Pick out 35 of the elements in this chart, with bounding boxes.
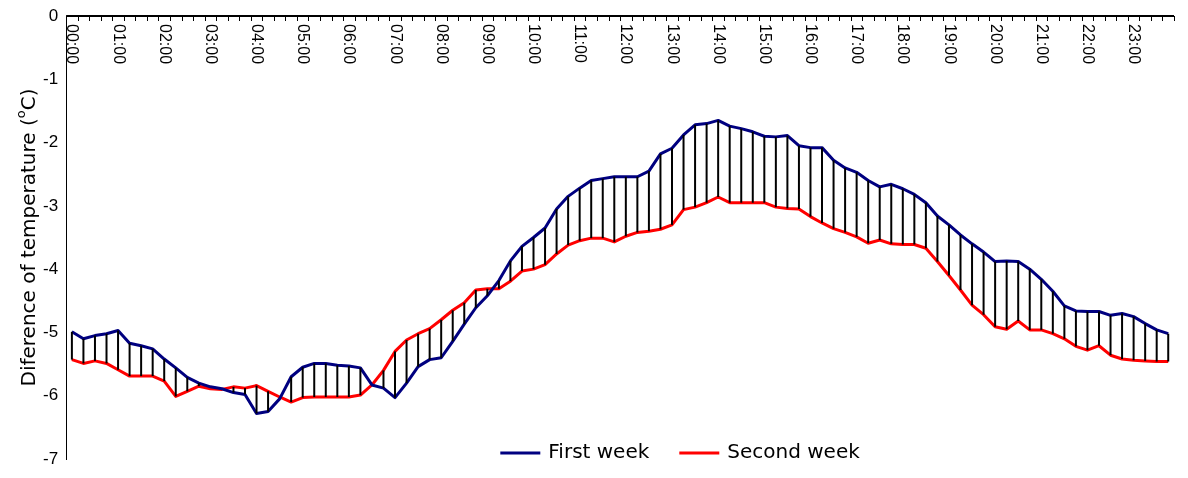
- x-tick-label: 04:00: [249, 24, 267, 65]
- x-tick-label: 05:00: [295, 24, 313, 65]
- x-tick-label: 14:00: [710, 24, 728, 65]
- x-tick-label: 13:00: [664, 24, 682, 65]
- x-tick-label: 17:00: [849, 24, 867, 65]
- x-tick-label: 16:00: [803, 24, 821, 65]
- y-tick-label: -6: [42, 385, 59, 405]
- y-tick-label: 0: [48, 5, 59, 25]
- x-tick-label: 21:00: [1033, 24, 1051, 65]
- y-tick-label: -4: [42, 258, 59, 278]
- x-tick-label: 20:00: [987, 24, 1005, 65]
- x-tick-label: 10:00: [526, 24, 544, 65]
- x-tick-label: 00:00: [64, 24, 82, 65]
- x-tick-label: 08:00: [433, 24, 451, 65]
- x-tick-label: 22:00: [1080, 24, 1098, 65]
- x-tick-label: 11:00: [572, 24, 590, 63]
- legend-label: First week: [548, 439, 650, 464]
- x-tick-label: 12:00: [618, 24, 636, 65]
- x-tick-label: 15:00: [756, 24, 774, 65]
- x-tick-label: 09:00: [479, 24, 497, 65]
- x-tick-label: 07:00: [387, 24, 405, 65]
- x-tick-label: 01:00: [110, 24, 128, 65]
- x-tick-label: 06:00: [341, 24, 359, 65]
- x-tick-label: 19:00: [941, 24, 959, 65]
- x-tick-label: 03:00: [202, 24, 220, 65]
- y-tick-label: -7: [42, 448, 59, 468]
- x-tick-label: 02:00: [156, 24, 174, 65]
- y-tick-label: -3: [42, 195, 59, 215]
- legend-label: Second week: [727, 439, 861, 464]
- y-tick-label: -2: [42, 132, 59, 152]
- y-axis-title: Diference of temperature (oC): [13, 88, 41, 387]
- x-tick-label: 23:00: [1126, 24, 1144, 65]
- y-tick-label: -1: [42, 68, 59, 88]
- y-tick-label: -5: [42, 322, 59, 342]
- x-tick-label: 18:00: [895, 24, 913, 65]
